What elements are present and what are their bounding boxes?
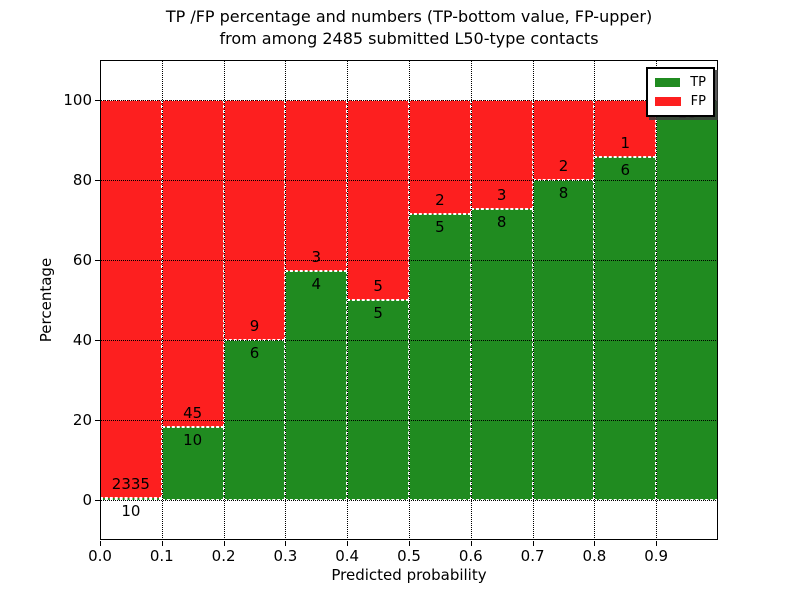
bar-segment-tp bbox=[656, 100, 718, 500]
x-tick-mark bbox=[347, 541, 349, 546]
tp-count-label: 8 bbox=[496, 213, 507, 232]
fp-count-label: 3 bbox=[311, 248, 322, 267]
x-tick-mark bbox=[594, 541, 596, 546]
bar-segment-tp bbox=[347, 300, 409, 500]
bar-segment-fp bbox=[409, 100, 471, 215]
x-tick-label: 0.4 bbox=[335, 547, 360, 565]
bar-segment-fp bbox=[223, 100, 286, 340]
fp-count-label: 2 bbox=[558, 157, 569, 175]
x-tick-mark bbox=[409, 541, 410, 546]
bar-segment-tp bbox=[285, 271, 348, 500]
plot-area: 23351045109634552538281618 TP FP bbox=[100, 60, 718, 540]
fp-count-label: 3 bbox=[496, 186, 507, 205]
chart-title-line2: from among 2485 submitted L50-type conta… bbox=[219, 29, 599, 48]
v-gridline bbox=[161, 60, 163, 540]
bar-segment-tp bbox=[594, 157, 657, 500]
v-gridline bbox=[285, 60, 287, 540]
tp-count-label: 6 bbox=[249, 344, 260, 362]
y-tick-label: 0 bbox=[82, 491, 92, 509]
legend-swatch-fp-icon bbox=[655, 97, 681, 106]
x-tick-label: 0.3 bbox=[273, 547, 298, 565]
x-tick-label: 0.1 bbox=[149, 547, 174, 565]
legend-label-tp: TP bbox=[690, 75, 706, 90]
x-tick-label: 0.7 bbox=[520, 547, 545, 565]
v-gridline bbox=[594, 60, 596, 540]
bar-segment-fp bbox=[470, 100, 533, 210]
v-gridline bbox=[223, 60, 225, 540]
x-tick-label: 0.5 bbox=[397, 547, 421, 565]
legend-item-fp: FP bbox=[655, 92, 706, 111]
bar-segment-fp bbox=[285, 100, 348, 272]
legend-label-fp: FP bbox=[690, 94, 706, 109]
bar-segment-fp bbox=[594, 100, 657, 158]
tp-count-label: 6 bbox=[620, 161, 631, 180]
x-tick-label: 0.6 bbox=[458, 547, 483, 565]
x-tick-label: 0.8 bbox=[582, 547, 607, 565]
tp-count-label: 5 bbox=[435, 218, 445, 237]
x-tick-label: 0.0 bbox=[88, 547, 112, 565]
x-tick-mark bbox=[100, 541, 101, 546]
tp-count-label: 5 bbox=[373, 304, 383, 322]
tp-count-label: 10 bbox=[121, 502, 141, 521]
bar-segment-tp bbox=[409, 214, 471, 500]
fp-count-label: 2 bbox=[435, 191, 445, 210]
y-tick-label: 60 bbox=[72, 251, 92, 269]
fp-count-label: 5 bbox=[373, 277, 383, 295]
v-gridline bbox=[409, 60, 410, 540]
bar-segment-fp bbox=[100, 100, 162, 499]
v-gridline bbox=[470, 60, 472, 540]
legend-item-tp: TP bbox=[655, 73, 706, 92]
v-gridline bbox=[532, 60, 534, 540]
x-tick-mark bbox=[470, 541, 472, 546]
x-axis-label: Predicted probability bbox=[331, 566, 487, 584]
bar-segment-tp bbox=[470, 209, 533, 500]
fp-count-label: 1 bbox=[620, 134, 631, 153]
x-tick-mark bbox=[285, 541, 287, 546]
y-tick-label: 100 bbox=[63, 91, 92, 109]
legend-swatch-tp-icon bbox=[655, 78, 681, 87]
fp-count-label: 2335 bbox=[111, 475, 150, 494]
y-tick-label: 80 bbox=[72, 171, 92, 189]
x-tick-mark bbox=[161, 541, 163, 546]
y-tick-label: 40 bbox=[72, 331, 92, 349]
bar-segment-fp bbox=[347, 100, 409, 300]
y-tick-label: 20 bbox=[72, 411, 92, 429]
bar-segment-fp bbox=[161, 100, 224, 428]
chart-title-line1: TP /FP percentage and numbers (TP-bottom… bbox=[165, 7, 653, 26]
y-tick-mark bbox=[95, 420, 100, 421]
bar-segment-fp bbox=[532, 100, 595, 180]
v-gridline bbox=[656, 60, 658, 540]
y-axis-label: Percentage bbox=[37, 257, 55, 343]
y-tick-mark bbox=[95, 100, 100, 101]
fp-count-label: 9 bbox=[249, 317, 260, 335]
tp-count-label: 10 bbox=[183, 431, 203, 450]
tp-count-label: 8 bbox=[558, 184, 569, 202]
x-tick-mark bbox=[532, 541, 534, 546]
x-tick-mark bbox=[656, 541, 658, 546]
fp-count-label: 45 bbox=[183, 404, 203, 423]
y-tick-mark bbox=[95, 260, 100, 261]
y-tick-mark bbox=[95, 500, 100, 501]
x-tick-mark bbox=[223, 541, 225, 546]
v-gridline bbox=[347, 60, 349, 540]
legend: TP FP bbox=[646, 67, 715, 117]
y-tick-mark bbox=[95, 340, 100, 341]
y-tick-mark bbox=[95, 180, 100, 181]
x-tick-label: 0.2 bbox=[211, 547, 236, 565]
tp-count-label: 4 bbox=[311, 275, 322, 294]
x-tick-label: 0.9 bbox=[644, 547, 669, 565]
